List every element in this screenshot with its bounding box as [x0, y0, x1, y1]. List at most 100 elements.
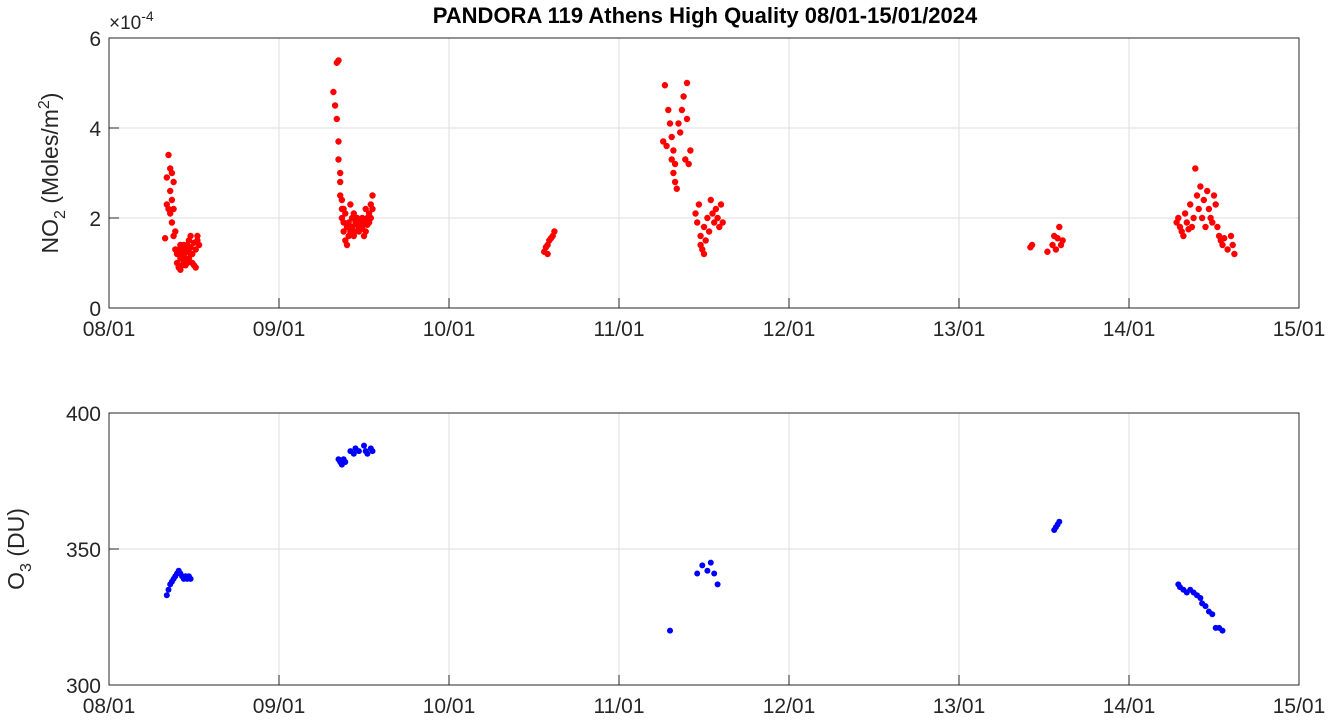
o3-data-point	[1209, 611, 1216, 618]
no2-data-point	[345, 219, 352, 226]
no2-x-tick-label: 15/01	[1273, 318, 1326, 341]
o3-x-ticks: 08/01 09/01 10/01 11/01 12/01 13/01 14/01 15/01	[83, 675, 1326, 718]
no2-y-tick-label: 0	[89, 298, 101, 321]
o3-x-tick-label: 12/01	[763, 695, 816, 718]
no2-data-point	[714, 214, 721, 222]
o3-x-tick-label: 11/01	[594, 695, 645, 718]
no2-data-point	[335, 156, 342, 163]
no2-data-point	[168, 169, 176, 177]
no2-y-axis-label: NO2 (Moles/m2)	[36, 93, 69, 254]
no2-data-point	[1187, 201, 1194, 208]
o3-series	[163, 442, 1226, 634]
no2-exponent-label: ×10-4	[109, 8, 154, 34]
no2-data-point	[712, 205, 720, 213]
no2-data-point	[343, 241, 351, 249]
no2-data-point	[192, 246, 199, 253]
no2-data-point	[677, 129, 684, 136]
o3-data-point	[187, 575, 194, 582]
no2-data-point	[167, 210, 174, 217]
no2-data-point	[1059, 237, 1066, 244]
o3-data-point	[711, 570, 718, 577]
no2-x-tick-label: 14/01	[1103, 318, 1156, 341]
no2-data-point	[1195, 205, 1202, 213]
no2-y-tick-label: 2	[89, 208, 101, 231]
o3-x-tick-label: 09/01	[253, 695, 306, 718]
no2-data-point	[702, 237, 709, 244]
no2-data-point	[694, 219, 701, 226]
no2-data-point	[697, 232, 704, 240]
no2-data-point	[195, 241, 203, 249]
o3-panel: 08/01 09/01 10/01 11/01 12/01 13/01 14/01 15/01…	[3, 403, 1325, 718]
no2-data-point	[1202, 223, 1209, 231]
no2-series	[161, 57, 1238, 273]
no2-data-point	[187, 232, 194, 240]
no2-data-point	[347, 201, 354, 208]
no2-x-tick-label: 11/01	[594, 318, 645, 341]
no2-data-point	[163, 174, 170, 181]
no2-data-point	[670, 169, 677, 177]
no2-data-point	[1183, 219, 1191, 226]
no2-data-point	[187, 244, 194, 251]
o3-data-point	[707, 559, 714, 566]
no2-data-point	[1221, 235, 1228, 242]
no2-data-point	[680, 93, 687, 100]
o3-grid	[109, 413, 1299, 685]
no2-data-point	[682, 156, 689, 163]
no2-data-point	[335, 57, 342, 64]
no2-data-point	[331, 102, 339, 109]
no2-data-point	[170, 205, 177, 213]
no2-data-point	[1052, 246, 1060, 253]
o3-x-tick-label: 15/01	[1273, 695, 1326, 718]
no2-data-point	[330, 88, 337, 96]
no2-data-point	[678, 106, 686, 114]
no2-data-point	[340, 219, 347, 226]
no2-data-point	[1056, 223, 1063, 231]
no2-data-point	[711, 219, 718, 226]
no2-x-tick-label: 09/01	[253, 318, 306, 341]
no2-data-point	[1200, 196, 1208, 204]
no2-x-tick-label: 10/01	[423, 318, 476, 341]
o3-data-point	[355, 448, 362, 455]
o3-data-point	[704, 567, 711, 574]
no2-data-point	[367, 214, 374, 222]
o3-y-tick-label: 400	[66, 403, 101, 426]
no2-data-point	[1181, 210, 1189, 217]
no2-data-point	[1204, 187, 1211, 195]
no2-panel: 08/01 09/01 10/01 11/01 12/01 13/01 14/01 15/01…	[36, 8, 1325, 341]
no2-x-tick-label: 12/01	[763, 318, 816, 341]
no2-data-point	[1205, 205, 1213, 213]
no2-data-point	[683, 79, 691, 87]
o3-data-point	[667, 627, 673, 634]
no2-data-point	[350, 210, 357, 217]
no2-data-point	[1214, 223, 1221, 231]
o3-x-tick-label: 08/01	[83, 695, 136, 718]
no2-data-point	[192, 264, 199, 271]
no2-data-point	[340, 228, 347, 235]
o3-x-tick-label: 14/01	[1103, 695, 1156, 718]
o3-data-point	[163, 592, 170, 599]
no2-data-point	[172, 228, 179, 235]
no2-data-point	[544, 250, 551, 258]
no2-data-point	[1210, 192, 1218, 199]
no2-data-point	[1227, 232, 1235, 240]
no2-data-point	[716, 223, 723, 231]
no2-data-point	[683, 115, 691, 123]
no2-data-point	[673, 185, 680, 192]
no2-data-point	[338, 196, 346, 204]
no2-axes-box	[108, 37, 1300, 309]
no2-data-point	[687, 147, 694, 154]
no2-data-point	[333, 115, 340, 123]
o3-y-tick-label: 300	[66, 675, 101, 698]
no2-data-point	[670, 147, 677, 154]
no2-data-point	[168, 219, 176, 226]
no2-data-point	[369, 205, 376, 213]
no2-data-point	[663, 142, 670, 150]
no2-data-point	[362, 228, 369, 235]
no2-data-point	[1197, 183, 1204, 190]
no2-data-point	[707, 196, 714, 204]
no2-data-point	[700, 250, 708, 258]
no2-data-point	[668, 133, 675, 141]
no2-x-tick-label: 13/01	[933, 318, 986, 341]
o3-data-point	[1197, 594, 1204, 601]
